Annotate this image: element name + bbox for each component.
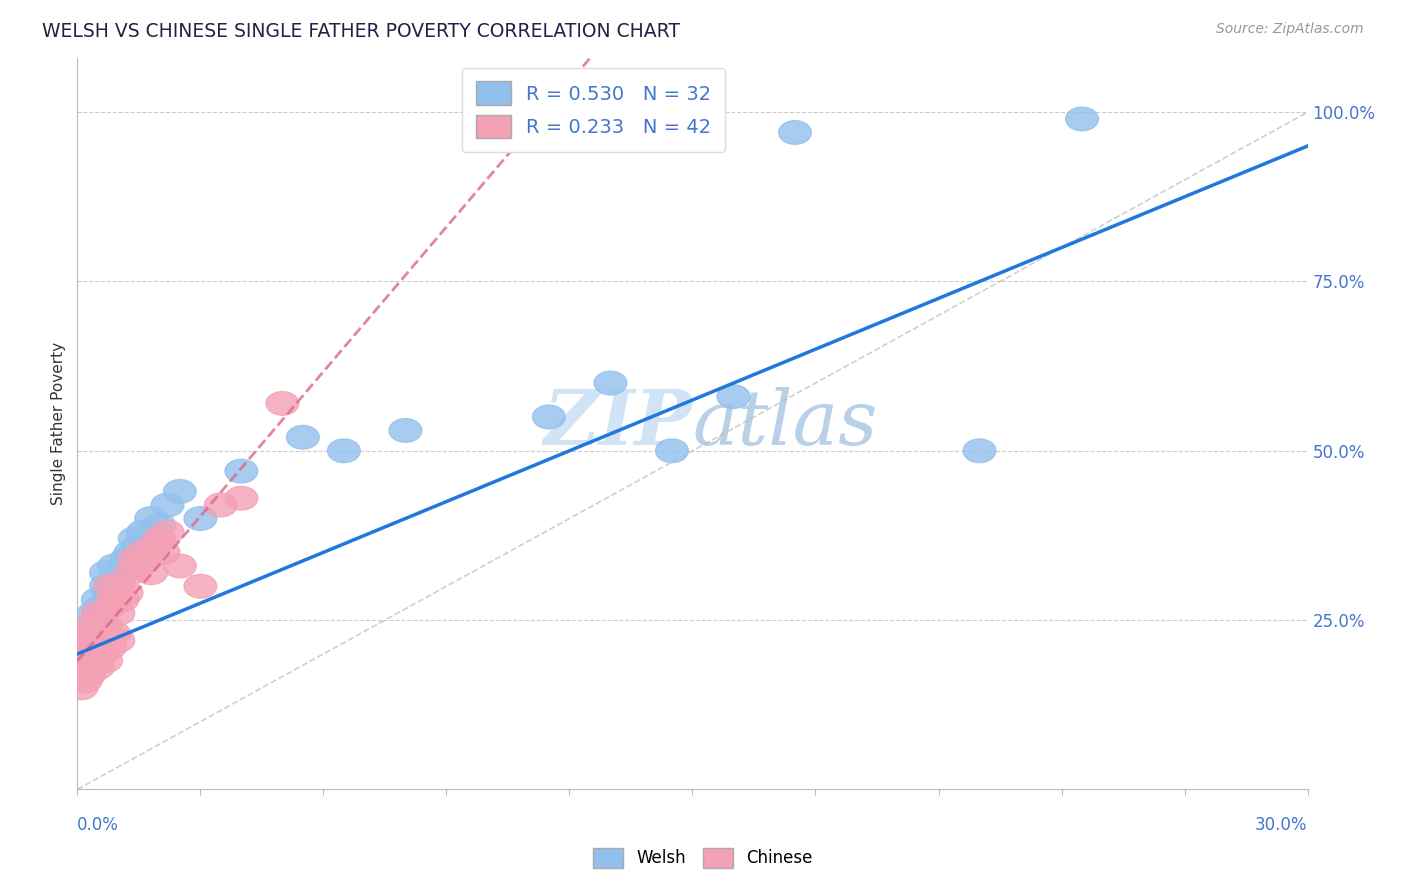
Text: ZIP: ZIP <box>544 387 693 460</box>
Text: 0.0%: 0.0% <box>77 816 120 834</box>
Legend: R = 0.530   N = 32, R = 0.233   N = 42: R = 0.530 N = 32, R = 0.233 N = 42 <box>463 68 725 153</box>
Text: 30.0%: 30.0% <box>1256 816 1308 834</box>
Text: atlas: atlas <box>693 387 877 460</box>
Y-axis label: Single Father Poverty: Single Father Poverty <box>51 343 66 505</box>
Text: WELSH VS CHINESE SINGLE FATHER POVERTY CORRELATION CHART: WELSH VS CHINESE SINGLE FATHER POVERTY C… <box>42 22 681 41</box>
Text: Source: ZipAtlas.com: Source: ZipAtlas.com <box>1216 22 1364 37</box>
Legend: Welsh, Chinese: Welsh, Chinese <box>586 841 820 875</box>
